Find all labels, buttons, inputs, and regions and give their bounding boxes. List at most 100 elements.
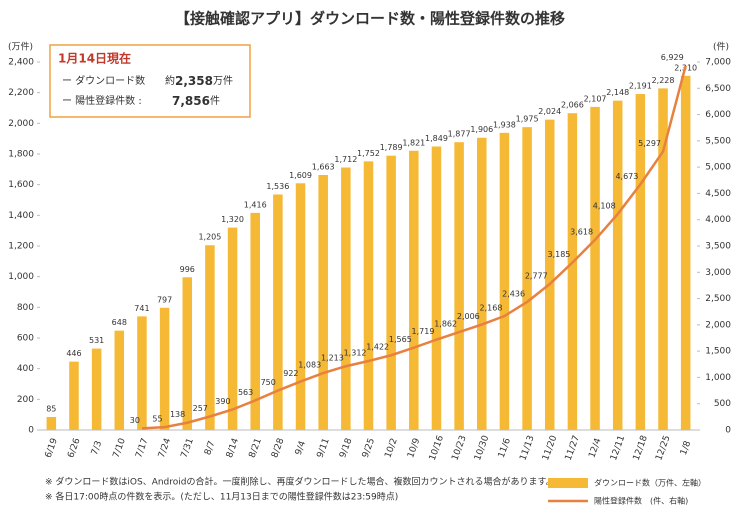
bar — [363, 161, 374, 431]
info-unit: 件 — [210, 95, 220, 107]
legend-label: ダウンロード数（万件、左軸） — [594, 478, 706, 488]
x-tick-label: 12/4 — [587, 437, 603, 460]
y2-tick-label: 2,000 — [705, 320, 731, 330]
bar-value-label: 1,663 — [312, 163, 335, 172]
line-value-label: 4,108 — [593, 202, 616, 211]
x-tick-label: 9/11 — [316, 437, 332, 459]
y2-tick-label: 4,000 — [705, 215, 731, 225]
y-tick-label: 1,800 — [8, 150, 34, 160]
line-value-label: 3,185 — [547, 250, 570, 259]
x-tick-label: 12/11 — [609, 434, 627, 462]
line-value-label: 30 — [130, 416, 140, 425]
info-number: 2,358 — [175, 74, 213, 88]
line-value-label: 3,618 — [570, 227, 593, 236]
bar-value-label: 446 — [66, 349, 81, 358]
line-value-label: 138 — [170, 410, 185, 419]
bar — [46, 416, 57, 430]
bar — [522, 127, 532, 431]
y2-tick-label: 500 — [714, 399, 731, 409]
bar-value-label: 1,849 — [425, 134, 448, 143]
y2-tick-label: 6,000 — [705, 110, 731, 120]
legend-label: 陽性登録件数 (件、右軸) — [594, 496, 688, 506]
bar-value-label: 1,416 — [244, 200, 267, 209]
bar — [544, 119, 555, 431]
bar-value-label: 2,107 — [584, 94, 607, 103]
info-unit: 万件 — [213, 75, 233, 87]
y2-tick-label: 3,500 — [705, 242, 731, 252]
bar — [91, 348, 102, 430]
line-value-label: 4,673 — [615, 172, 638, 181]
bar-value-label: 531 — [89, 336, 104, 345]
bar — [680, 75, 691, 431]
x-tick-label: 11/13 — [518, 434, 536, 462]
x-tick-label: 10/2 — [383, 437, 399, 459]
y2-axis-label: (件) — [713, 41, 729, 53]
y2-tick-label: 5,500 — [705, 136, 731, 146]
line-value-label: 750 — [261, 378, 276, 387]
info-value: 約2,358万件 — [165, 74, 233, 88]
bar — [341, 167, 351, 430]
bar-value-label: 1,975 — [516, 115, 539, 124]
bar — [590, 106, 600, 430]
bar-value-label: 1,906 — [470, 125, 493, 134]
x-tick-label: 7/31 — [180, 437, 196, 459]
line-value-label: 2,168 — [480, 304, 503, 313]
bar — [114, 330, 125, 430]
line-value-label: 2,777 — [525, 272, 548, 281]
bar — [499, 132, 510, 430]
bar — [635, 94, 646, 431]
x-tick-label: 11/27 — [564, 434, 582, 462]
bar-value-label: 996 — [180, 265, 195, 274]
x-tick-label: 11/6 — [497, 437, 513, 460]
y-tick-label: 1,200 — [8, 242, 34, 252]
line-value-label: 257 — [193, 404, 208, 413]
bar-value-label: 2,191 — [629, 82, 652, 91]
bar-value-label: 1,536 — [266, 182, 289, 191]
info-label: ー ダウンロード数 — [62, 74, 145, 87]
line-value-label: 2,006 — [457, 312, 480, 321]
x-tick-label: 10/23 — [450, 434, 468, 462]
x-tick-label: 11/20 — [541, 434, 559, 462]
line-value-label: 1,422 — [366, 343, 389, 352]
y-tick-label: 1,000 — [8, 272, 34, 282]
info-date: 1月14日現在 — [58, 51, 131, 66]
bar — [567, 113, 578, 431]
bar-value-label: 648 — [112, 318, 127, 327]
bar — [137, 316, 147, 430]
info-value: 7,856件 — [172, 94, 220, 108]
y-tick-label: 400 — [17, 364, 34, 374]
bar-value-label: 1,821 — [402, 138, 425, 147]
line-value-label: 1,213 — [321, 354, 344, 363]
bar — [69, 361, 79, 430]
line-value-label: 922 — [283, 369, 298, 378]
x-tick-label: 12/25 — [654, 434, 672, 462]
bar-value-label: 2,228 — [652, 76, 675, 85]
bar-value-label: 1,609 — [289, 171, 312, 180]
legend-swatch — [548, 478, 588, 488]
line-value-label: 6,929 — [661, 53, 684, 62]
bar-value-label: 2,148 — [606, 88, 629, 97]
x-tick-label: 10/16 — [428, 434, 446, 462]
bar — [318, 175, 328, 430]
y2-tick-label: 2,500 — [705, 294, 731, 304]
footnote: ※ ダウンロード数はiOS、Androidの合計。一度削除し、再度ダウンロードし… — [45, 476, 555, 488]
bar-value-label: 2,066 — [561, 101, 584, 110]
y2-tick-label: 7,000 — [705, 58, 731, 68]
x-tick-label: 7/3 — [90, 440, 104, 457]
line-value-label: 1,083 — [298, 361, 321, 370]
line-value-label: 5,297 — [638, 139, 661, 148]
y-axis-label: (万件) — [8, 41, 33, 53]
x-tick-label: 6/19 — [44, 437, 60, 460]
line-value-label: 390 — [215, 397, 230, 406]
y2-tick-label: 1,500 — [705, 347, 731, 357]
bar — [159, 307, 170, 430]
info-box: 1月14日現在 ー ダウンロード数 約2,358万件 ー 陽性登録件数 : 7,… — [49, 44, 251, 118]
y2-tick-label: 4,500 — [705, 189, 731, 199]
line-value-label: 563 — [238, 388, 253, 397]
line-value-label: 1,312 — [344, 349, 367, 358]
y-tick-label: 800 — [17, 303, 34, 313]
bar — [409, 150, 419, 430]
line-value-label: 1,862 — [434, 320, 457, 329]
info-label: ー 陽性登録件数 : — [62, 94, 142, 107]
